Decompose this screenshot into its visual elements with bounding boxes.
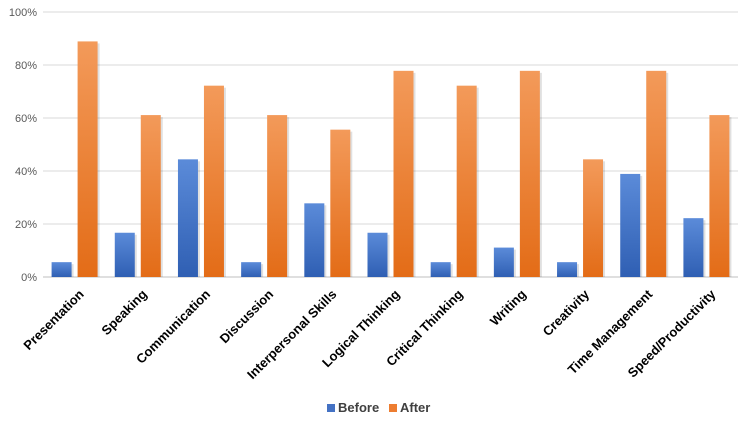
bar-after (203, 85, 224, 277)
legend-label-before: Before (338, 400, 379, 415)
y-tick-label: 20% (15, 219, 37, 231)
bar-before (114, 232, 135, 277)
x-category-label: Presentation (20, 286, 86, 352)
x-category-label: Creativity (540, 286, 593, 339)
bar-before (493, 247, 514, 277)
legend-swatch-after (389, 404, 397, 412)
y-tick-label: 100% (9, 7, 37, 19)
bar-after (140, 115, 161, 278)
x-category-label: Speaking (98, 286, 150, 338)
legend-label-after: After (400, 400, 430, 415)
legend-swatch-before (327, 404, 335, 412)
bar-after (330, 129, 351, 277)
bar-after (393, 70, 414, 277)
bar-before (683, 218, 704, 277)
bar-before (367, 232, 388, 277)
bar-before (557, 262, 578, 277)
bars (51, 41, 732, 278)
bar-after (456, 85, 477, 277)
y-tick-label: 80% (15, 60, 37, 72)
y-tick-label: 60% (15, 113, 37, 125)
legend: Before After (327, 400, 430, 415)
bar-after (267, 115, 288, 278)
x-category-label: Writing (487, 286, 529, 328)
bar-after (583, 159, 604, 277)
y-tick-label: 0% (21, 272, 37, 284)
y-axis-ticks: 0% 20% 40% 60% 80% 100% (9, 7, 37, 284)
x-category-label: Discussion (217, 286, 277, 346)
bar-before (177, 159, 198, 277)
bar-before (620, 173, 641, 277)
y-tick-label: 40% (15, 166, 37, 178)
bar-after (519, 70, 540, 277)
bar-before (241, 262, 262, 277)
bar-after (709, 115, 730, 278)
bar-after (646, 70, 667, 277)
bar-before (430, 262, 451, 277)
bar-before (51, 262, 72, 277)
bar-after (77, 41, 98, 277)
bar-before (304, 203, 325, 277)
